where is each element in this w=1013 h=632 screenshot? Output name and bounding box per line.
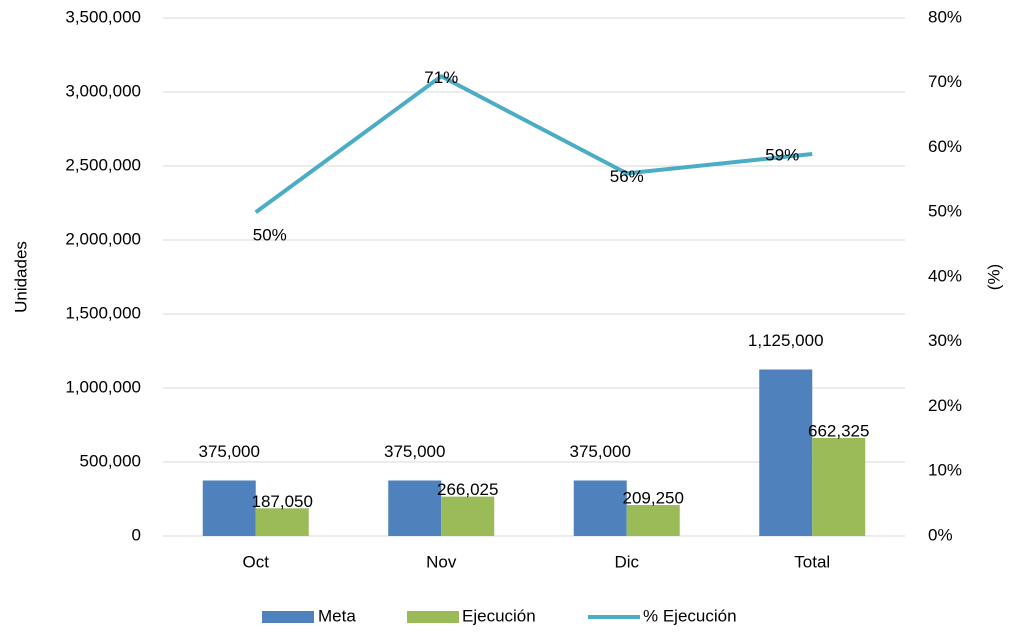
data-label: 59% xyxy=(765,145,799,164)
data-label: 209,250 xyxy=(623,489,684,508)
y2-tick-label: 0% xyxy=(928,525,953,544)
data-label: 56% xyxy=(610,167,644,186)
y2-tick-label: 50% xyxy=(928,202,962,221)
y-tick-label: 3,000,000 xyxy=(65,81,141,100)
y-tick-label: 1,500,000 xyxy=(65,303,141,322)
y-tick-label: 1,000,000 xyxy=(65,377,141,396)
data-label: 187,050 xyxy=(252,492,313,511)
data-label: 375,000 xyxy=(570,442,631,461)
x-tick-label: Total xyxy=(794,552,830,571)
y-tick-label: 2,000,000 xyxy=(65,229,141,248)
bar xyxy=(573,480,627,536)
x-tick-label: Oct xyxy=(243,552,270,571)
y2-tick-label: 60% xyxy=(928,137,962,156)
y-tick-label: 2,500,000 xyxy=(65,155,141,174)
bar xyxy=(388,480,442,536)
line-series xyxy=(254,74,813,214)
data-label: 71% xyxy=(424,68,458,87)
y-tick-label: 0 xyxy=(132,525,141,544)
y2-tick-label: 70% xyxy=(928,72,962,91)
x-tick-label: Dic xyxy=(614,552,639,571)
y-tick-label: 500,000 xyxy=(80,451,141,470)
data-label: 1,125,000 xyxy=(748,331,824,350)
data-label: 50% xyxy=(253,226,287,245)
data-label: 266,025 xyxy=(437,480,498,499)
legend-label: Meta xyxy=(318,606,356,625)
data-label: 662,325 xyxy=(808,421,869,440)
data-label: 375,000 xyxy=(199,442,260,461)
y2-axis-title: (%) xyxy=(984,264,1003,290)
bar xyxy=(202,480,256,536)
y-tick-label: 3,500,000 xyxy=(65,7,141,26)
bar xyxy=(441,496,495,536)
y2-tick-label: 10% xyxy=(928,461,962,480)
y2-tick-label: 20% xyxy=(928,396,962,415)
y2-tick-label: 30% xyxy=(928,331,962,350)
bar xyxy=(759,369,813,536)
y-axis-title: Unidades xyxy=(11,241,30,313)
y2-tick-label: 80% xyxy=(928,7,962,26)
legend-swatch xyxy=(262,611,314,623)
legend-swatch xyxy=(407,611,459,623)
bar xyxy=(812,437,866,536)
bar xyxy=(255,508,309,536)
legend-label: Ejecución xyxy=(462,606,536,625)
bar xyxy=(626,505,680,536)
x-tick-label: Nov xyxy=(426,552,457,571)
y2-tick-label: 40% xyxy=(928,266,962,285)
legend-label: % Ejecución xyxy=(643,606,737,625)
data-label: 375,000 xyxy=(384,442,445,461)
